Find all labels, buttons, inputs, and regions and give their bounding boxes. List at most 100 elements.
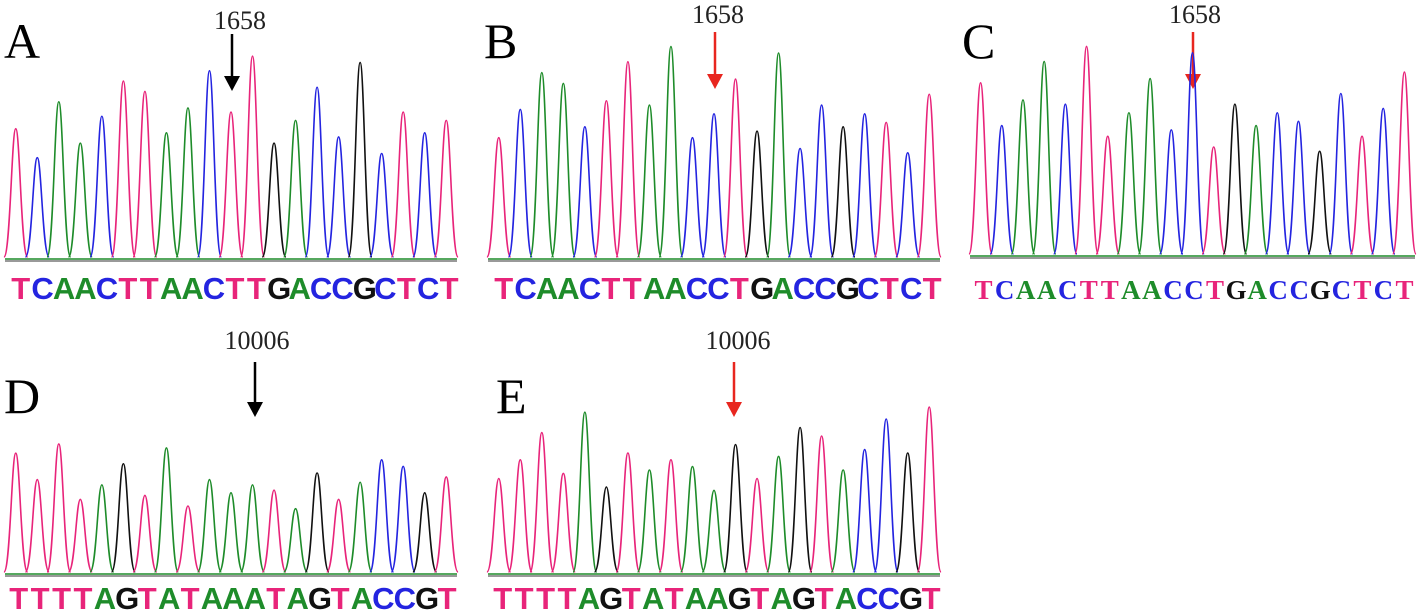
base-letter: C bbox=[856, 581, 879, 616]
base-letter: G bbox=[115, 581, 140, 616]
trace-peak bbox=[433, 119, 459, 258]
base-letter: A bbox=[1121, 275, 1141, 305]
trace-peak bbox=[347, 481, 373, 573]
trace-peak bbox=[658, 45, 684, 258]
base-letter: C bbox=[331, 271, 354, 306]
trace-peak bbox=[326, 498, 352, 573]
chromatogram bbox=[486, 406, 942, 577]
trace-peak bbox=[239, 484, 266, 573]
trace-peak bbox=[722, 443, 749, 573]
trace-peak bbox=[412, 131, 438, 258]
chromatogram bbox=[3, 55, 459, 262]
trace-peak bbox=[196, 478, 223, 573]
base-letter: C bbox=[707, 271, 730, 306]
trace-peak bbox=[968, 81, 994, 255]
trace-peak bbox=[1137, 77, 1163, 255]
base-letter: C bbox=[994, 275, 1015, 305]
base-letter: C bbox=[1057, 275, 1078, 305]
base-letter: C bbox=[877, 581, 900, 616]
trace-peak bbox=[572, 411, 598, 573]
trace-peak bbox=[282, 507, 309, 573]
trace-peak bbox=[636, 104, 663, 258]
trace-peak bbox=[1349, 135, 1375, 255]
trace-peak bbox=[679, 465, 706, 573]
trace-peak bbox=[46, 443, 72, 573]
trace-peak bbox=[3, 452, 29, 573]
base-letter: T bbox=[621, 581, 641, 616]
base-letter: G bbox=[1309, 275, 1331, 305]
trace-peak bbox=[830, 125, 856, 258]
base-letter: A bbox=[159, 271, 183, 306]
base-sequence: TCAACTTAACCTGACCGCTCT bbox=[493, 273, 943, 304]
base-letter: T bbox=[266, 581, 286, 616]
base-letter: A bbox=[706, 581, 729, 616]
base-letter: A bbox=[93, 581, 117, 616]
trace-peak bbox=[412, 491, 438, 573]
base-letter: G bbox=[791, 581, 817, 616]
base-letter: T bbox=[330, 581, 350, 616]
trace-peak bbox=[132, 494, 158, 573]
panel-letter: B bbox=[484, 13, 518, 69]
panel-letter: E bbox=[496, 368, 527, 424]
base-letter: G bbox=[599, 581, 624, 616]
base-letter: T bbox=[921, 581, 941, 616]
trace-peak bbox=[46, 100, 72, 258]
base-letter: G bbox=[1225, 275, 1247, 305]
base-letter: C bbox=[309, 271, 333, 306]
base-letter: A bbox=[157, 581, 181, 616]
trace-peak bbox=[89, 484, 115, 573]
trace-peak bbox=[1201, 146, 1227, 255]
trace-peak bbox=[175, 505, 201, 573]
trace-peak bbox=[765, 52, 792, 258]
mutation-arrow bbox=[224, 34, 240, 91]
base-letter: C bbox=[417, 271, 440, 306]
base-letter: C bbox=[792, 271, 816, 306]
trace-peak bbox=[369, 458, 395, 573]
trace-peak bbox=[304, 86, 330, 258]
trace-peak bbox=[722, 78, 749, 258]
base-letter: A bbox=[350, 581, 374, 616]
mutation-arrow bbox=[707, 32, 723, 89]
base-letter: T bbox=[1395, 275, 1414, 305]
position-label: 10006 bbox=[705, 326, 771, 355]
trace-peak bbox=[507, 108, 533, 258]
base-letter: C bbox=[1373, 275, 1394, 305]
base-letter: C bbox=[900, 271, 923, 306]
trace-peak bbox=[830, 469, 856, 573]
base-letter: C bbox=[1331, 275, 1352, 305]
trace-peak bbox=[1074, 45, 1099, 255]
base-letter: A bbox=[771, 271, 794, 306]
trace-peak bbox=[1264, 111, 1290, 255]
base-letter: C bbox=[685, 271, 709, 306]
trace-peak bbox=[1052, 103, 1078, 255]
trace-peak bbox=[572, 125, 598, 258]
trace-peak bbox=[1286, 120, 1311, 255]
base-letter: G bbox=[835, 271, 860, 306]
trace-peak bbox=[916, 93, 942, 258]
base-letter: T bbox=[974, 275, 993, 305]
base-letter: C bbox=[202, 271, 226, 306]
base-letter: T bbox=[814, 581, 834, 616]
trace-peak bbox=[239, 55, 266, 258]
position-label: 1658 bbox=[1169, 0, 1221, 29]
trace-peak bbox=[110, 462, 136, 573]
trace-peak bbox=[615, 60, 641, 258]
trace-peak bbox=[787, 426, 813, 573]
base-letter: A bbox=[286, 581, 309, 616]
trace-peak bbox=[529, 71, 555, 258]
trace-peak bbox=[1180, 52, 1205, 255]
base-letter: G bbox=[307, 581, 333, 616]
trace-peak bbox=[615, 452, 641, 573]
base-letter: T bbox=[52, 581, 72, 616]
chromatogram bbox=[486, 45, 942, 262]
trace-peak bbox=[153, 447, 180, 573]
base-letter: T bbox=[514, 581, 534, 616]
trace-peak bbox=[390, 111, 416, 258]
base-letter: T bbox=[180, 581, 200, 616]
base-letter: T bbox=[750, 581, 770, 616]
base-letter: C bbox=[1289, 275, 1309, 305]
trace-peak bbox=[24, 156, 50, 258]
base-letter: T bbox=[664, 581, 684, 616]
base-letter: G bbox=[750, 271, 775, 306]
